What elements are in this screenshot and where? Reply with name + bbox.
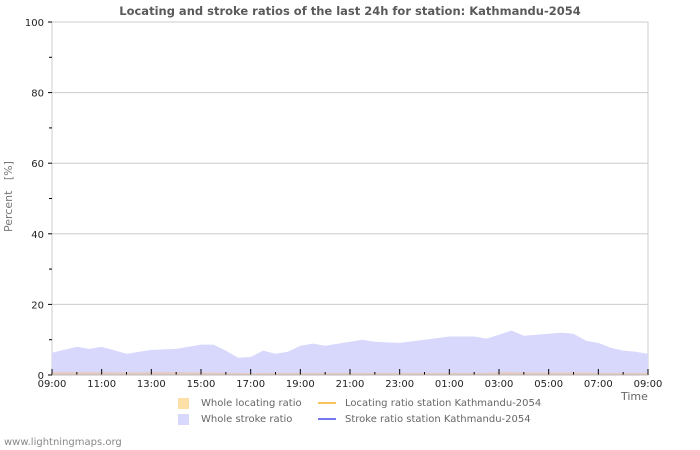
y-tick-label: 60: [31, 159, 44, 170]
legend-line-station-locating: [318, 402, 336, 404]
legend-swatch-whole-stroke: [178, 413, 189, 425]
y-tick-label: 80: [31, 89, 44, 100]
chart-title: Locating and stroke ratios of the last 2…: [119, 4, 581, 18]
whole-stroke-area: [52, 330, 648, 375]
x-tick-label: 19:00: [286, 379, 315, 390]
x-tick-label: 03:00: [485, 379, 514, 390]
x-tick-label: 21:00: [336, 379, 365, 390]
x-tick-label: 07:00: [584, 379, 613, 390]
legend-item-whole-locating: Whole locating ratio: [178, 397, 318, 409]
chart-legend: Whole locating ratio Locating ratio stat…: [178, 395, 541, 427]
legend-swatch-whole-locating: [178, 397, 189, 409]
y-tick-label: 20: [31, 300, 44, 311]
x-axis-label: Time: [621, 390, 648, 403]
legend-item-station-locating: Locating ratio station Kathmandu-2054: [318, 398, 541, 409]
legend-item-whole-stroke: Whole stroke ratio: [178, 413, 318, 425]
x-tick-label: 01:00: [435, 379, 464, 390]
x-tick-label: 23:00: [385, 379, 414, 390]
x-tick-label: 13:00: [137, 379, 166, 390]
y-tick-label: 0: [38, 371, 44, 382]
x-tick-label: 09:00: [38, 379, 67, 390]
legend-label: Locating ratio station Kathmandu-2054: [345, 397, 542, 409]
x-tick-label: 09:00: [634, 379, 663, 390]
x-tick-label: 15:00: [187, 379, 216, 390]
legend-label: Whole stroke ratio: [201, 413, 293, 425]
x-tick-label: 05:00: [534, 379, 563, 390]
legend-item-station-stroke: Stroke ratio station Kathmandu-2054: [318, 414, 531, 425]
y-tick-label: 100: [25, 18, 44, 29]
y-axis-label: Percent [%]: [2, 161, 15, 232]
legend-line-station-stroke: [318, 418, 336, 420]
legend-label: Stroke ratio station Kathmandu-2054: [345, 413, 531, 425]
x-tick-label: 17:00: [236, 379, 265, 390]
y-tick-label: 40: [31, 230, 44, 241]
x-tick-label: 11:00: [87, 379, 116, 390]
footer-source: www.lightningmaps.org: [4, 437, 122, 448]
plot-frame: [51, 21, 649, 376]
legend-label: Whole locating ratio: [201, 397, 302, 409]
